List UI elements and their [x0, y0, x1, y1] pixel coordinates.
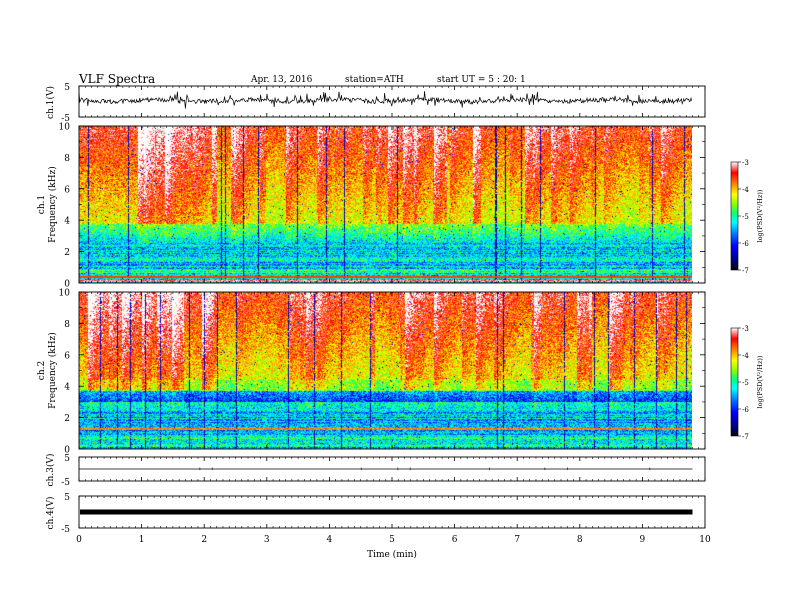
colorbar-tick-label: -4: [742, 186, 749, 194]
x-tick-label: 1: [139, 535, 145, 545]
start-ut-label: start UT = 5 : 20: 1: [437, 75, 526, 85]
colorbar-tick-label: -6: [742, 240, 749, 248]
x-tick-label: 6: [452, 535, 458, 545]
y-tick-label: 5: [64, 454, 70, 464]
x-axis-label: Time (min): [367, 549, 417, 560]
y-axis-label-ch1-waveform: ch.1(V): [45, 86, 56, 119]
ch1-voltage-trace: [78, 91, 693, 109]
colorbar-tick-label: -7: [742, 267, 749, 275]
y-axis-label-ch4-waveform: ch.4(V): [45, 497, 56, 530]
x-tick-label: 9: [640, 535, 646, 545]
y-tick-label: 0: [64, 446, 70, 456]
date-label: Apr. 13, 2016: [251, 75, 313, 85]
colorbar-ch1-spectrogram: [730, 161, 739, 271]
x-tick-label: 0: [76, 535, 82, 545]
x-tick-label: 10: [699, 535, 711, 545]
station-label: station=ATH: [345, 75, 404, 85]
y-tick-label: 2: [64, 248, 70, 258]
y-tick-label: 4: [64, 383, 70, 393]
x-tick-label: 5: [389, 535, 395, 545]
y-tick-label: -5: [61, 525, 70, 535]
y-tick-label: 10: [59, 123, 71, 133]
y-tick-label: 6: [64, 351, 70, 361]
y-tick-label: 8: [64, 154, 70, 164]
colorbar-label-ch2-spectrogram: log(PSD(V²/Hz)): [756, 355, 764, 408]
chart-title: VLF Spectra: [79, 72, 156, 86]
x-tick-label: 3: [264, 535, 270, 545]
y-axis-label-ch1-spectrogram: Frequency (kHz): [47, 166, 58, 243]
x-ticks-ch1-spectrogram: [78, 126, 706, 283]
colorbar-tick-label: -5: [742, 379, 749, 387]
colorbar-tick-label: -5: [742, 213, 749, 221]
x-tick-label: 7: [514, 535, 520, 545]
y-tick-label: 0: [64, 280, 70, 290]
x-tick-label: 2: [201, 535, 207, 545]
y-tick-label: 8: [64, 320, 70, 330]
x-ticks-ch2-spectrogram: [78, 292, 706, 449]
colorbar-tick-label: -3: [742, 325, 749, 333]
spectrogram-image-ch2-spectrogram: [79, 292, 692, 449]
y-axis-label-ch2-spectrogram: Frequency (kHz): [47, 332, 58, 409]
channel-label-ch2-spectrogram: ch.2: [37, 361, 47, 380]
x-tick-label: 4: [327, 535, 333, 545]
x-ticks-ch3-waveform: [78, 457, 706, 481]
y-axis-label-ch3-waveform: ch.3(V): [45, 454, 56, 487]
colorbar-tick-label: -7: [742, 433, 749, 441]
colorbar-ch2-spectrogram: [730, 327, 739, 437]
y-tick-label: -5: [61, 114, 70, 124]
y-tick-label: 10: [59, 289, 71, 299]
ch4-voltage-trace: [80, 509, 693, 515]
colorbar-tick-label: -6: [742, 406, 749, 414]
y-tick-label: 6: [64, 185, 70, 195]
y-tick-label: -5: [61, 478, 70, 488]
panel-frame-ch1-waveform: [78, 85, 706, 118]
y-tick-label: 4: [64, 217, 70, 227]
y-tick-label: 2: [64, 414, 70, 424]
x-ticks-ch4-waveform: 0 1 2 3 4 5 6 7 8 9 10: [76, 496, 711, 545]
colorbar-tick-label: -4: [742, 352, 749, 360]
y-tick-label: 5: [64, 83, 70, 93]
x-tick-label: 8: [577, 535, 583, 545]
x-ticks-ch1-waveform: [78, 86, 706, 117]
y-tick-label: 5: [64, 493, 70, 503]
colorbar-label-ch1-spectrogram: log(PSD(V²/Hz)): [756, 189, 764, 242]
channel-label-ch1-spectrogram: ch.1: [37, 195, 47, 214]
spectrogram-image-ch1-spectrogram: [79, 126, 692, 283]
colorbar-tick-label: -3: [742, 159, 749, 167]
